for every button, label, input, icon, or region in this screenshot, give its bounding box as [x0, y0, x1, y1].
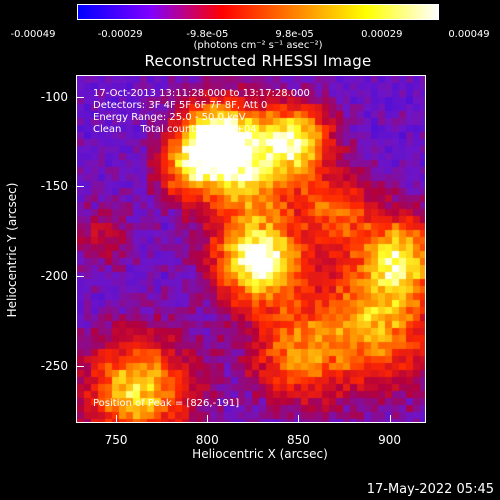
annotation-time-range: 17-Oct-2013 13:11:28.000 to 13:17:28.000 [93, 88, 310, 99]
chart-title: Reconstructed RHESSI Image [144, 52, 372, 70]
colorbar-unit-label: (photons cm⁻² s⁻¹ asec⁻²) [193, 40, 323, 51]
colorbar-tick-label: 0.00029 [361, 29, 403, 40]
colorbar-tick-label: -0.00049 [10, 29, 56, 40]
y-tick-label: -250 [40, 358, 68, 373]
y-tick-mark [77, 365, 84, 367]
colorbar-tick-label: 9.8e-05 [275, 29, 314, 40]
heatmap-image [77, 76, 425, 422]
y-tick-label: -100 [40, 89, 68, 104]
x-tick-mark [389, 415, 391, 422]
x-tick-mark [298, 415, 300, 422]
y-tick-mark [77, 96, 84, 98]
y-tick-label: -150 [40, 179, 68, 194]
x-tick-label: 800 [195, 433, 219, 447]
y-tick-label: -200 [40, 268, 68, 283]
x-tick-label: 850 [286, 433, 310, 447]
y-tick-mark [77, 186, 84, 188]
x-tick-label: 750 [104, 433, 128, 447]
annotation-detectors: Detectors: 3F 4F 5F 6F 7F 8F, Att 0 [93, 100, 268, 111]
colorbar-tick-label: -0.00029 [97, 29, 143, 40]
x-tick-mark [207, 415, 209, 422]
colorbar-tick-label: -9.8e-05 [186, 29, 229, 40]
x-tick-mark [116, 415, 118, 422]
x-tick-label: 900 [378, 433, 401, 447]
annotation-clean-counts: Clean Total counts: 1.67E+04 [93, 124, 257, 135]
plot-area: 17-Oct-2013 13:11:28.000 to 13:17:28.000… [76, 75, 426, 423]
colorbar-gradient [78, 5, 438, 19]
x-axis-label: Heliocentric X (arcsec) [192, 447, 328, 461]
colorbar-tick-label: 0.00049 [448, 29, 490, 40]
annotation-energy-range: Energy Range: 25.0 - 50.0 keV [93, 112, 246, 123]
annotation-peak-position: Position of Peak = [826,-191] [93, 398, 240, 409]
y-axis-label: Heliocentric Y (arcsec) [5, 182, 19, 318]
colorbar [77, 4, 439, 20]
footer-timestamp: 17-May-2022 05:45 [366, 482, 494, 497]
y-tick-mark [77, 275, 84, 277]
